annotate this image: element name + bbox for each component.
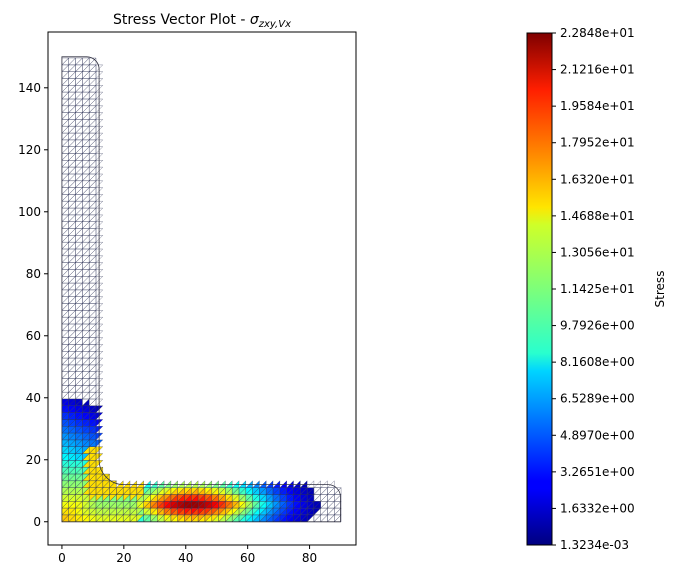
colorbar-tick-label: 1.3056e+01: [560, 245, 635, 259]
chart-title-symbol: σ: [250, 12, 260, 28]
colorbar-tick-label: 1.9584e+01: [560, 99, 635, 113]
plot-frame: [47, 31, 357, 546]
x-axis: 0 20 40 60 80: [58, 545, 317, 565]
colorbar-tick-label: 1.6320e+01: [560, 172, 635, 186]
y-tick-label: 100: [18, 205, 41, 219]
x-tick-label: 0: [58, 551, 66, 565]
y-axis: 0 20 40 60 80 100 120 140: [18, 81, 48, 529]
colorbar-ticks: 2.2848e+01 2.1216e+01 1.9584e+01 1.7952e+01…: [552, 26, 635, 552]
colorbar-tick-label: 4.8970e+00: [560, 428, 635, 442]
chart-title-text: Stress Vector Plot -: [113, 12, 250, 28]
mesh-lines: [61, 57, 342, 523]
x-tick-label: 60: [240, 551, 255, 565]
colorbar-label: Stress: [653, 271, 667, 308]
colorbar: [526, 32, 553, 546]
colorbar-tick-label: 9.7926e+00: [560, 319, 635, 333]
y-tick-label: 60: [26, 329, 41, 343]
y-tick-label: 80: [26, 267, 41, 281]
colorbar-tick-label: 1.1425e+01: [560, 282, 635, 296]
y-tick-label: 120: [18, 143, 41, 157]
colorbar-tick-label: 2.2848e+01: [560, 26, 635, 40]
colorbar-tick-label: 2.1216e+01: [560, 63, 635, 77]
stress-field: [61, 58, 342, 522]
y-tick-label: 40: [26, 391, 41, 405]
l-section-outline: [61, 56, 341, 523]
colorbar-tick-label: 1.4688e+01: [560, 209, 635, 223]
x-tick-label: 80: [302, 551, 317, 565]
colorbar-tick-label: 8.1608e+00: [560, 355, 635, 369]
mesh-edges: [61, 57, 342, 523]
chart-title-subscript: zxy,Vx: [258, 19, 291, 30]
colorbar-tick-label: 1.3234e-03: [560, 538, 629, 552]
y-tick-label: 140: [18, 81, 41, 95]
y-tick-label: 0: [33, 515, 41, 529]
x-tick-label: 40: [178, 551, 193, 565]
colorbar-tick-label: 1.6332e+00: [560, 501, 635, 515]
x-tick-label: 20: [116, 551, 131, 565]
colorbar-tick-label: 3.2651e+00: [560, 465, 635, 479]
colorbar-tick-label: 6.5289e+00: [560, 392, 635, 406]
colorbar-tick-label: 1.7952e+01: [560, 136, 635, 150]
chart-title: Stress Vector Plot - σzxy,Vx: [113, 12, 291, 30]
y-tick-label: 20: [26, 453, 41, 467]
